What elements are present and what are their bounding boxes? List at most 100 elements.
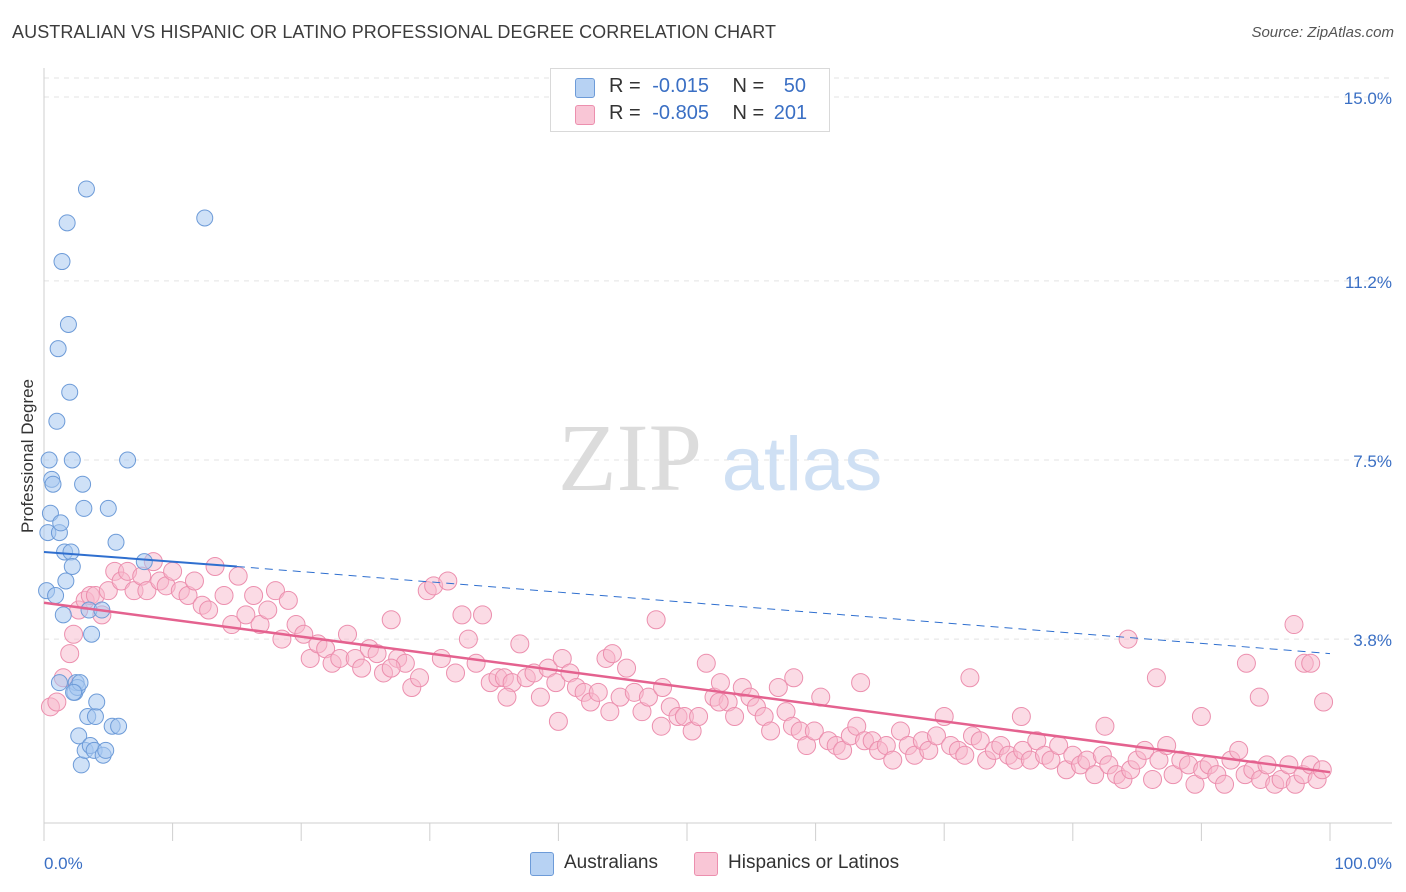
point-hispanics-71: [530, 687, 550, 707]
point-australians-30: [77, 180, 95, 198]
point-hispanics-194: [784, 668, 804, 688]
x-tick-label-0: 0.0%: [44, 854, 83, 873]
point-hispanics-31: [244, 586, 264, 606]
point-australians-27: [74, 475, 92, 493]
point-australians-15: [58, 214, 76, 232]
point-hispanics-68: [510, 634, 530, 654]
point-australians-5: [44, 475, 62, 493]
trend-hispanics: [43, 601, 1331, 774]
watermark-zip: ZIP: [558, 404, 702, 511]
point-australians-10: [52, 514, 70, 532]
point-hispanics-104: [768, 677, 788, 697]
point-hispanics-185: [1146, 668, 1166, 688]
point-hispanics-186: [1191, 707, 1211, 727]
point-hispanics-79: [588, 682, 608, 702]
point-hispanics-29: [228, 566, 248, 586]
source-credit: Source: ZipAtlas.com: [1251, 24, 1394, 41]
point-hispanics-191: [1284, 615, 1304, 635]
point-australians-36: [86, 708, 104, 726]
point-hispanics-98: [725, 707, 745, 727]
point-hispanics-188: [1249, 687, 1269, 707]
point-australians-14: [57, 572, 75, 590]
point-australians-40: [97, 741, 115, 759]
point-hispanics-197: [600, 702, 620, 722]
point-hispanics-20: [163, 561, 183, 581]
axes: [43, 68, 1392, 841]
legend-r-label: R =: [609, 75, 641, 97]
legend-r-label: R =: [609, 102, 641, 124]
point-hispanics-156: [1143, 769, 1163, 789]
point-hispanics-34: [265, 581, 285, 601]
point-hispanics-190: [1301, 653, 1321, 673]
point-hispanics-4: [64, 624, 84, 644]
legend-r-value-hispanics: -0.805: [652, 102, 709, 124]
point-hispanics-87: [646, 610, 666, 630]
point-hispanics-195: [709, 692, 729, 712]
point-hispanics-166: [1215, 774, 1235, 794]
point-australians-11: [53, 253, 71, 271]
y-tick-label-2: 11.2%: [1345, 273, 1392, 292]
point-hispanics-120: [883, 750, 903, 770]
stats-legend: R = -0.015 N = 50 R = -0.805 N = 201: [550, 68, 830, 132]
point-hispanics-96: [710, 673, 730, 693]
point-hispanics-63: [473, 605, 493, 625]
point-hispanics-193: [851, 673, 871, 693]
point-australians-48: [50, 674, 68, 692]
y-tick-label-0: 3.8%: [1353, 631, 1392, 650]
point-hispanics-27: [214, 586, 234, 606]
legend-swatch-australians: [575, 78, 595, 98]
point-hispanics-48: [367, 644, 387, 664]
point-hispanics-33: [258, 600, 278, 620]
point-hispanics-109: [804, 721, 824, 741]
point-australians-49: [65, 683, 83, 701]
point-hispanics-30: [236, 605, 256, 625]
point-hispanics-94: [696, 653, 716, 673]
point-hispanics-182: [1011, 707, 1031, 727]
bottom-legend-swatch-australians: [530, 852, 554, 876]
point-hispanics-148: [1085, 765, 1105, 785]
point-hispanics-187: [1236, 653, 1256, 673]
point-australians-18: [62, 543, 80, 561]
y-tick-label-3: 15.0%: [1344, 89, 1392, 108]
australians-points: [38, 180, 214, 774]
point-hispanics-1: [47, 692, 67, 712]
point-australians-44: [110, 717, 128, 735]
trend-australians-solid: [43, 550, 237, 568]
point-australians-26: [72, 756, 90, 774]
point-hispanics-54: [410, 668, 430, 688]
point-australians-37: [88, 693, 106, 711]
tick-labels: 3.8% 7.5% 11.2% 15.0% 0.0% 100.0%: [44, 89, 1392, 873]
point-hispanics-50: [381, 610, 401, 630]
bottom-legend-label-hispanics: Hispanics or Latinos: [728, 852, 900, 873]
legend-n-value-hispanics: 201: [773, 102, 808, 124]
point-hispanics-183: [1095, 716, 1115, 736]
point-australians-41: [99, 499, 117, 517]
legend-n-label: N =: [732, 102, 765, 124]
point-australians-7: [48, 412, 66, 430]
point-hispanics-46: [352, 658, 372, 678]
point-hispanics-155: [1135, 740, 1155, 760]
point-australians-45: [119, 451, 137, 469]
hispanics-points: [40, 552, 1334, 794]
point-australians-19: [63, 451, 81, 469]
point-australians-34: [83, 625, 101, 643]
point-hispanics-126: [926, 726, 946, 746]
point-australians-2: [40, 451, 58, 469]
point-australians-46: [135, 553, 153, 571]
legend-n-label: N =: [732, 75, 765, 97]
watermark: ZIP atlas: [558, 404, 882, 511]
legend-r-value-australians: -0.015: [652, 75, 709, 97]
point-australians-24: [70, 727, 88, 745]
point-australians-8: [49, 340, 67, 358]
point-hispanics-59: [446, 663, 466, 683]
point-hispanics-44: [337, 624, 357, 644]
point-hispanics-83: [617, 658, 637, 678]
point-hispanics-198: [548, 711, 568, 731]
point-hispanics-192: [1314, 692, 1334, 712]
point-hispanics-81: [602, 644, 622, 664]
point-hispanics-199: [497, 687, 517, 707]
point-hispanics-200: [381, 658, 401, 678]
point-hispanics-73: [546, 673, 566, 693]
point-australians-6: [47, 587, 65, 605]
